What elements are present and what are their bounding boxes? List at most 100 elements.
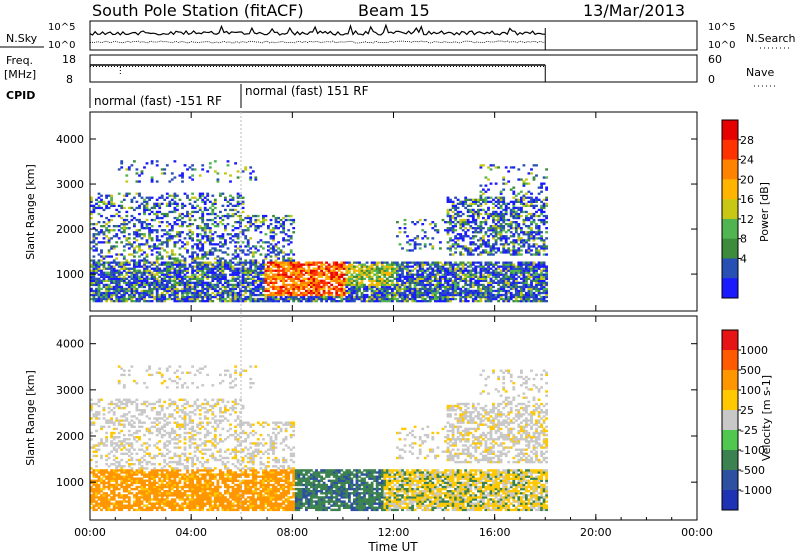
power-cell	[510, 284, 513, 286]
power-cell	[429, 292, 432, 294]
power-cell	[174, 282, 177, 284]
power-cell	[507, 203, 510, 205]
power-cell	[343, 288, 346, 290]
power-cell	[487, 288, 490, 290]
power-cell	[184, 164, 187, 166]
power-cell	[136, 180, 139, 182]
power-cell	[280, 292, 283, 294]
power-cell	[333, 280, 336, 282]
power-cell	[545, 268, 548, 270]
power-cell	[396, 284, 399, 286]
power-cell	[277, 288, 280, 290]
power-cell	[315, 294, 318, 296]
power-cell	[113, 247, 116, 249]
velocity-cell	[110, 509, 113, 511]
power-cell	[472, 215, 475, 217]
power-cell	[290, 274, 293, 276]
power-cell	[300, 300, 303, 302]
power-cell	[520, 278, 523, 280]
velocity-cell	[110, 480, 113, 482]
power-cell	[237, 262, 240, 264]
power-cell	[459, 235, 462, 237]
power-cell	[348, 262, 351, 264]
power-cell	[396, 300, 399, 302]
power-cell	[348, 300, 351, 302]
power-cell	[517, 276, 520, 278]
power-cell	[502, 225, 505, 227]
power-cell	[424, 280, 427, 282]
power-cell	[419, 300, 422, 302]
power-cell	[457, 274, 460, 276]
power-cell	[386, 286, 389, 288]
power-cell	[358, 274, 361, 276]
power-cell	[447, 215, 450, 217]
power-cell	[449, 288, 452, 290]
power-cell	[333, 268, 336, 270]
power-cell	[487, 282, 490, 284]
power-cell	[115, 280, 118, 282]
power-cell	[110, 199, 113, 201]
power-cell	[325, 292, 328, 294]
power-cell	[131, 282, 134, 284]
power-cell	[545, 199, 548, 201]
power-cell	[128, 193, 131, 195]
power-cell	[174, 243, 177, 245]
power-cell	[467, 294, 470, 296]
power-cell	[411, 276, 414, 278]
power-cell	[482, 237, 485, 239]
power-cell	[146, 255, 149, 257]
power-cell	[492, 294, 495, 296]
power-cell	[305, 270, 308, 272]
power-cell	[305, 272, 308, 274]
power-cell	[323, 264, 326, 266]
power-cell	[232, 225, 235, 227]
power-cell	[153, 296, 156, 298]
power-cell	[442, 266, 445, 268]
power-cell	[510, 274, 513, 276]
power-cell	[244, 274, 247, 276]
power-cell	[404, 294, 407, 296]
power-cell	[181, 172, 184, 174]
power-cell	[310, 300, 313, 302]
power-cell	[474, 276, 477, 278]
power-cell	[371, 278, 374, 280]
power-cell	[419, 290, 422, 292]
power-cell	[209, 207, 212, 209]
power-cell	[340, 274, 343, 276]
velocity-cell	[100, 494, 103, 496]
power-cell	[523, 286, 526, 288]
power-cell	[186, 249, 189, 251]
power-cell	[166, 262, 169, 264]
power-cell	[270, 278, 273, 280]
power-cell	[356, 294, 359, 296]
power-cell	[254, 286, 257, 288]
power-cell	[452, 217, 455, 219]
power-cell	[462, 245, 465, 247]
power-cell	[227, 215, 230, 217]
power-cell	[533, 235, 536, 237]
power-cell	[383, 262, 386, 264]
power-cell	[540, 239, 543, 241]
power-cell	[287, 262, 290, 264]
power-cell	[409, 282, 412, 284]
power-cell	[194, 288, 197, 290]
power-cell	[525, 296, 528, 298]
power-cell	[234, 241, 237, 243]
power-cell	[110, 219, 113, 221]
power-cell	[151, 262, 154, 264]
power-cell	[163, 288, 166, 290]
power-cell	[308, 268, 311, 270]
power-cell	[176, 203, 179, 205]
power-cell	[204, 276, 207, 278]
power-cell	[401, 268, 404, 270]
power-cell	[464, 245, 467, 247]
power-cell	[224, 251, 227, 253]
power-cell	[108, 286, 111, 288]
power-cell	[381, 292, 384, 294]
power-cell	[517, 292, 520, 294]
power-cell	[391, 298, 394, 300]
power-cell	[330, 276, 333, 278]
power-cell	[490, 168, 493, 170]
power-cell	[477, 284, 480, 286]
power-cell	[528, 292, 531, 294]
